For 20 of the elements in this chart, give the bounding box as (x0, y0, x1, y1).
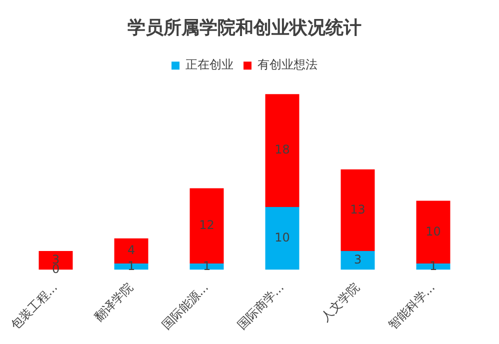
data-label: 10 (426, 224, 441, 238)
x-tick-label: 智能科学... (386, 280, 438, 332)
data-label: 13 (350, 202, 366, 216)
chart-title: 学员所属学院和创业状况统计 (128, 17, 362, 38)
data-label: 4 (127, 243, 136, 258)
x-tick-label: 包装工程... (8, 280, 60, 332)
bar (265, 207, 300, 270)
x-tick-label: 人文学院 (318, 280, 362, 324)
legend-label: 有创业想法 (258, 58, 318, 72)
x-tick-label: 国际商学... (234, 280, 287, 332)
data-label: 12 (199, 218, 214, 232)
data-label: 10 (274, 230, 290, 245)
legend-label: 正在创业 (186, 58, 234, 72)
bar (340, 250, 375, 270)
data-label: 3 (354, 252, 362, 266)
x-tick-label: 国际能源... (159, 280, 212, 332)
data-label: 18 (274, 142, 290, 157)
x-tick-label: 翻译学院 (92, 280, 136, 324)
bar (265, 94, 300, 208)
bar (340, 169, 375, 251)
